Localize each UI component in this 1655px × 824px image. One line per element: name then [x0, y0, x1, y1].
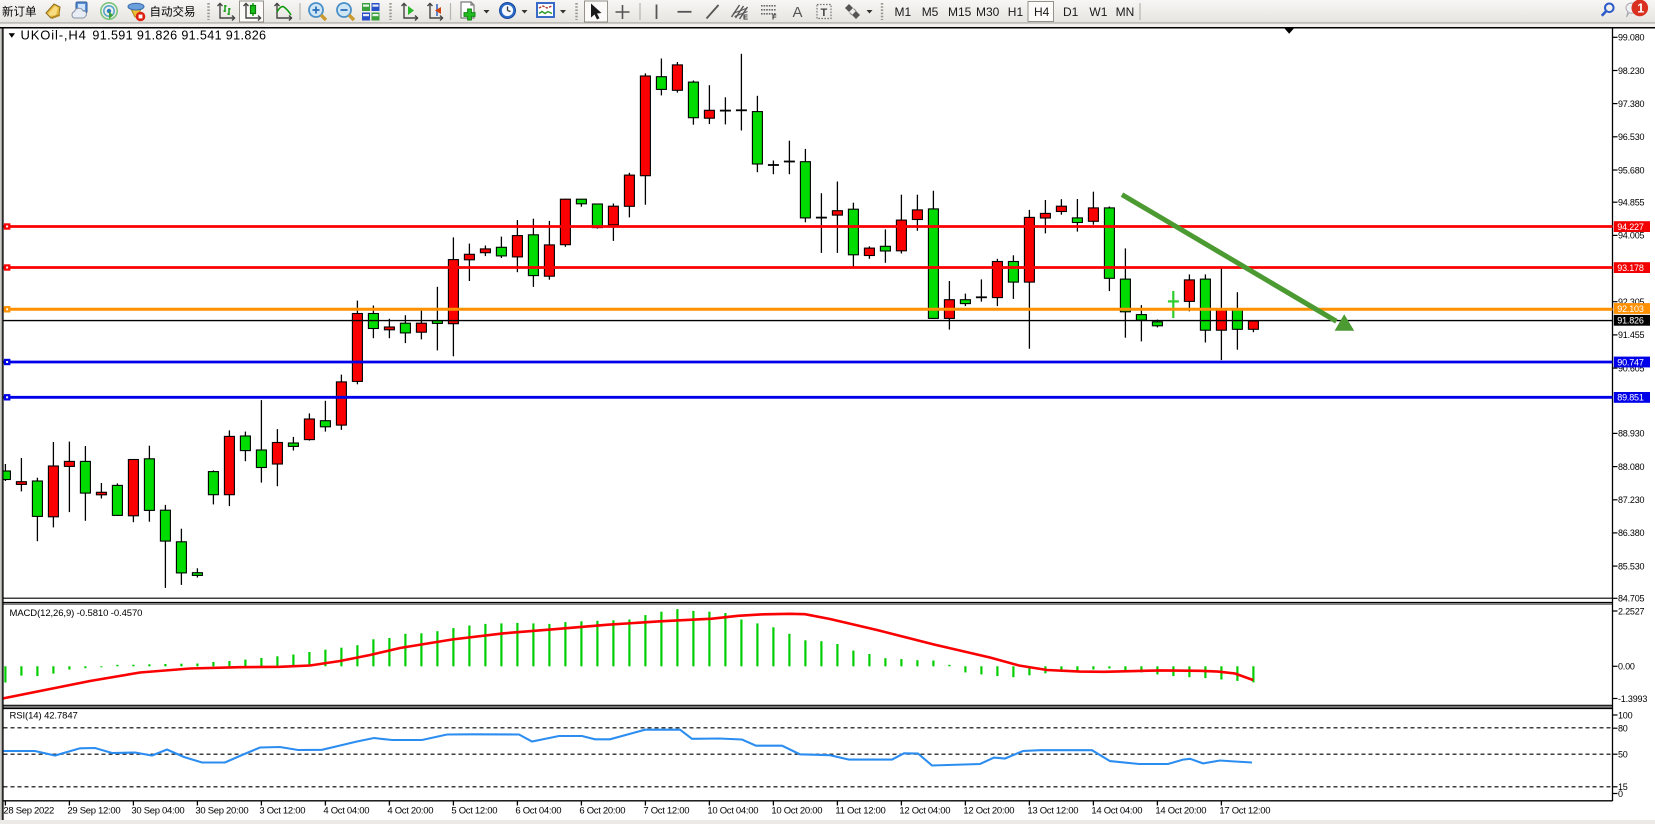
svg-text:M30: M30	[976, 5, 1000, 19]
svg-text:86.380: 86.380	[1618, 528, 1645, 538]
svg-text:5 Oct 12:00: 5 Oct 12:00	[451, 806, 497, 817]
svg-text:0.00: 0.00	[1618, 662, 1635, 672]
svg-text:-1.3993: -1.3993	[1618, 694, 1647, 704]
svg-text:UKOil-,H4: UKOil-,H4	[21, 28, 87, 43]
svg-text:D1: D1	[1063, 5, 1079, 19]
svg-text:H4: H4	[1034, 5, 1050, 19]
svg-text:A: A	[793, 4, 803, 21]
svg-text:自动交易: 自动交易	[150, 5, 196, 19]
svg-text:95.680: 95.680	[1618, 165, 1645, 175]
svg-text:84.705: 84.705	[1618, 594, 1645, 604]
svg-text:T: T	[821, 7, 828, 19]
svg-text:10 Oct 20:00: 10 Oct 20:00	[771, 806, 822, 817]
svg-text:H1: H1	[1008, 5, 1024, 19]
svg-text:91.591 91.826 91.541 91.826: 91.591 91.826 91.541 91.826	[92, 29, 266, 43]
svg-text:11 Oct 12:00: 11 Oct 12:00	[835, 806, 885, 817]
svg-text:E: E	[743, 13, 748, 22]
svg-text:99.080: 99.080	[1618, 33, 1645, 43]
svg-text:94.855: 94.855	[1618, 198, 1645, 208]
svg-text:91.455: 91.455	[1618, 330, 1645, 340]
svg-text:90.605: 90.605	[1618, 363, 1645, 373]
svg-text:87.230: 87.230	[1618, 495, 1645, 505]
svg-text:7 Oct 12:00: 7 Oct 12:00	[643, 806, 689, 817]
svg-text:98.230: 98.230	[1618, 66, 1645, 76]
svg-text:88.080: 88.080	[1618, 462, 1645, 472]
svg-text:6 Oct 04:00: 6 Oct 04:00	[515, 806, 561, 817]
svg-text:90.747: 90.747	[1617, 357, 1644, 367]
svg-text:85.530: 85.530	[1618, 561, 1645, 571]
svg-text:0: 0	[1618, 789, 1623, 799]
svg-text:F: F	[772, 13, 777, 22]
svg-text:28 Sep 2022: 28 Sep 2022	[3, 806, 54, 817]
svg-text:M5: M5	[922, 5, 939, 19]
svg-text:1: 1	[1637, 1, 1644, 15]
svg-text:17 Oct 12:00: 17 Oct 12:00	[1219, 806, 1270, 817]
svg-text:92.103: 92.103	[1617, 304, 1644, 314]
svg-text:12 Oct 20:00: 12 Oct 20:00	[963, 806, 1014, 817]
svg-text:89.851: 89.851	[1617, 393, 1644, 403]
svg-text:RSI(14) 42.7847: RSI(14) 42.7847	[10, 711, 78, 722]
svg-text:50: 50	[1618, 750, 1628, 760]
svg-text:M1: M1	[895, 5, 912, 19]
svg-text:96.530: 96.530	[1618, 132, 1645, 142]
svg-text:97.380: 97.380	[1618, 99, 1645, 109]
svg-text:29 Sep 12:00: 29 Sep 12:00	[67, 806, 120, 817]
svg-text:3 Oct 12:00: 3 Oct 12:00	[259, 806, 305, 817]
svg-text:80: 80	[1618, 724, 1628, 734]
svg-text:94.227: 94.227	[1617, 222, 1644, 232]
svg-text:4 Oct 20:00: 4 Oct 20:00	[387, 806, 433, 817]
svg-text:30 Sep 20:00: 30 Sep 20:00	[195, 806, 248, 817]
svg-text:15: 15	[1618, 782, 1628, 792]
svg-text:W1: W1	[1089, 5, 1107, 19]
svg-text:新订单: 新订单	[2, 5, 37, 19]
svg-text:13 Oct 12:00: 13 Oct 12:00	[1027, 806, 1078, 817]
svg-text:10 Oct 04:00: 10 Oct 04:00	[707, 806, 758, 817]
svg-text:MN: MN	[1116, 5, 1135, 19]
svg-text:2.2527: 2.2527	[1618, 606, 1645, 616]
svg-text:93.178: 93.178	[1617, 263, 1644, 273]
svg-text:M15: M15	[948, 5, 972, 19]
svg-text:92.305: 92.305	[1618, 297, 1645, 307]
svg-text:88.930: 88.930	[1618, 429, 1645, 439]
svg-text:94.005: 94.005	[1618, 231, 1645, 241]
svg-text:14 Oct 04:00: 14 Oct 04:00	[1091, 806, 1142, 817]
svg-text:12 Oct 04:00: 12 Oct 04:00	[899, 806, 950, 817]
svg-text:14 Oct 20:00: 14 Oct 20:00	[1155, 806, 1206, 817]
svg-text:MACD(12,26,9) -0.5810 -0.4570: MACD(12,26,9) -0.5810 -0.4570	[10, 608, 143, 619]
svg-text:100: 100	[1618, 710, 1633, 720]
svg-text:91.826: 91.826	[1617, 316, 1644, 326]
svg-text:4 Oct 04:00: 4 Oct 04:00	[323, 806, 369, 817]
svg-text:6 Oct 20:00: 6 Oct 20:00	[579, 806, 625, 817]
svg-text:30 Sep 04:00: 30 Sep 04:00	[131, 806, 184, 817]
